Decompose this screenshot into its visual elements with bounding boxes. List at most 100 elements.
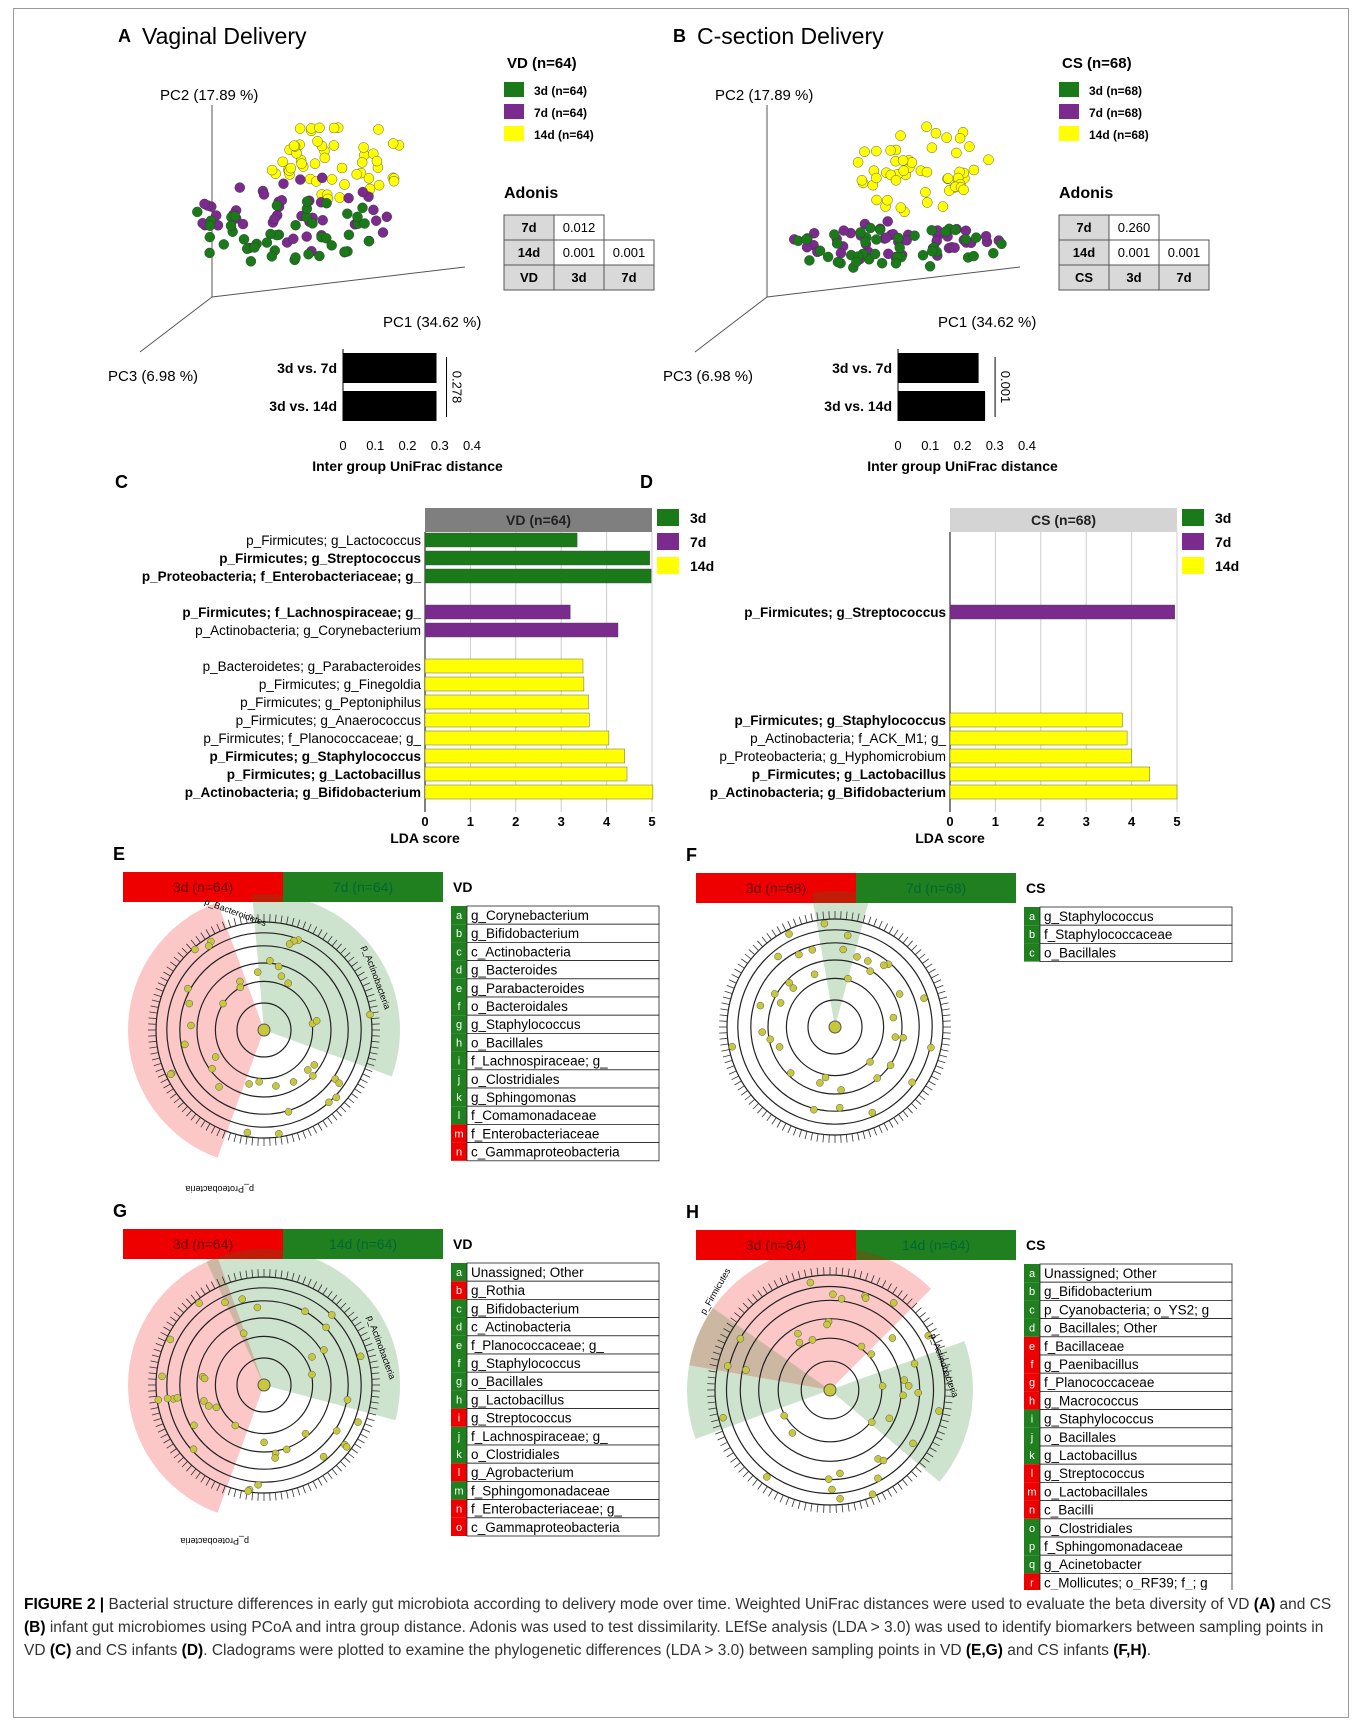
clado-leaf	[149, 1011, 158, 1014]
clado-key-letter-E-4: e	[456, 983, 462, 995]
clado-leaf	[302, 921, 306, 930]
distance-tick-B-0: 0	[894, 438, 901, 453]
clado-leaf	[368, 999, 377, 1003]
scatter-point	[357, 202, 368, 214]
clado-leaf	[862, 1131, 866, 1140]
clado-node	[806, 1278, 815, 1287]
clado-leaf	[200, 1287, 206, 1295]
clado-leaf	[868, 1129, 872, 1138]
clado-key-label-G-9: f_Lachnospiraceae; g_	[471, 1429, 608, 1444]
clado-node	[904, 1382, 913, 1390]
lefse-legend-swatch-C-2	[657, 557, 679, 574]
clado-key-label-E-4: g_Parabacteroides	[471, 981, 585, 996]
clado-node	[191, 945, 199, 954]
clado-leaf	[370, 1401, 379, 1404]
clado-leaf	[366, 1418, 375, 1422]
clado-key-letter-G-11: l	[458, 1467, 460, 1479]
clado-leaf	[360, 976, 368, 982]
lefse-label-D-5: p_Actinobacteria; g_Bifidobacterium	[710, 785, 946, 800]
clado-leaf	[728, 979, 737, 984]
scatter-point	[301, 231, 312, 242]
legend-label-A-1: 7d (n=64)	[534, 106, 587, 120]
clado-leaf	[331, 1294, 338, 1302]
clado-leaf	[740, 958, 748, 964]
clado-leaf	[922, 1317, 930, 1323]
clado-leaf	[364, 1343, 373, 1347]
clado-leaf	[822, 911, 825, 920]
clado-node	[285, 940, 294, 948]
scatter-point	[921, 166, 933, 178]
caption-p9: (E,G)	[965, 1642, 1003, 1659]
clado-leaf	[307, 1483, 312, 1492]
clado-node	[836, 1494, 844, 1503]
clado-leaf	[892, 1286, 898, 1294]
clado-leaf	[322, 1475, 328, 1483]
clado-leaf	[944, 1401, 953, 1404]
clado-leaf	[160, 1078, 168, 1084]
clado-leaf	[151, 1354, 160, 1358]
clado-key-letter-H-3: d	[1029, 1323, 1035, 1335]
clado-leaf	[734, 1312, 741, 1318]
clado-leaf	[709, 1364, 718, 1367]
pc1-label-B: PC1 (34.62 %)	[938, 314, 1036, 331]
clado-leaf	[720, 1441, 728, 1447]
clado-leaf	[157, 1428, 166, 1433]
adonis-title-A: Adonis	[504, 185, 558, 202]
clado-node	[238, 1295, 246, 1303]
clado-leaf	[210, 1481, 216, 1489]
clado-header-b-H: 14d (n=64)	[902, 1237, 970, 1253]
clado-leaf	[887, 1283, 892, 1291]
clado-key-swatch-F-1	[1024, 925, 1040, 944]
clado-leaf	[297, 1274, 301, 1283]
clado-leaf	[717, 1339, 726, 1344]
legend-label-A-2: 14d (n=64)	[534, 128, 594, 142]
lefse-tick-C-2: 2	[512, 814, 519, 829]
scatter-point	[964, 141, 975, 152]
clado-leaf	[245, 1270, 248, 1279]
clado-node	[910, 1359, 919, 1368]
clado-leaf	[937, 1430, 945, 1435]
caption-label: FIGURE 2 |	[24, 1596, 105, 1613]
clado-header-green-G	[283, 1229, 443, 1259]
clado-leaf	[327, 1472, 333, 1480]
clado-ring-F-3	[750, 942, 920, 1112]
clado-leaf	[804, 1131, 808, 1140]
clado-leaf	[245, 1136, 248, 1145]
clado-leaf	[928, 968, 936, 974]
clado-node	[219, 999, 227, 1008]
clado-leaf	[720, 1333, 728, 1339]
clado-key-swatch-E-9	[451, 1069, 467, 1088]
clado-ring-E-2	[196, 962, 332, 1098]
clado-key-letter-H-17: r	[1030, 1577, 1034, 1589]
clado-leaf	[340, 1106, 347, 1113]
clado-ring-G-1	[214, 1335, 314, 1435]
clado-leaf	[781, 923, 787, 931]
clado-leaf	[933, 1070, 942, 1075]
clado-key-swatch-H-10	[1024, 1446, 1040, 1465]
clado-header-red-H	[696, 1230, 856, 1260]
clado-key-swatch-H-3	[1024, 1318, 1040, 1337]
clado-node	[873, 1074, 881, 1082]
lefse-label-C-1: p_Firmicutes; g_Streptococcus	[219, 551, 421, 566]
clado-key-letter-H-12: m	[1027, 1486, 1036, 1498]
clado-leaf	[307, 1278, 312, 1287]
clado-group-F: CS	[1026, 880, 1045, 896]
clado-leaf	[865, 1272, 869, 1281]
legend-label-A-0: 3d (n=64)	[534, 84, 587, 98]
scatter-point	[204, 220, 216, 231]
clado-node	[828, 1485, 836, 1494]
clado-leaf	[742, 1302, 749, 1309]
clado-key-letter-H-1: b	[1029, 1286, 1035, 1298]
clado-leaf	[919, 1462, 926, 1468]
scatter-point	[882, 194, 893, 206]
clado-key-letter-G-7: h	[456, 1394, 462, 1406]
clado-leaf	[932, 1333, 940, 1339]
clado-leaf	[163, 1326, 171, 1332]
clado-header-b-E: 7d (n=64)	[333, 879, 393, 895]
clado-leaf	[177, 952, 184, 958]
panel-letter-C: C	[115, 472, 128, 492]
clado-node	[775, 1043, 784, 1051]
scatter-point	[321, 233, 332, 244]
clado-leaf	[878, 1125, 883, 1134]
clado-node	[786, 1069, 795, 1077]
